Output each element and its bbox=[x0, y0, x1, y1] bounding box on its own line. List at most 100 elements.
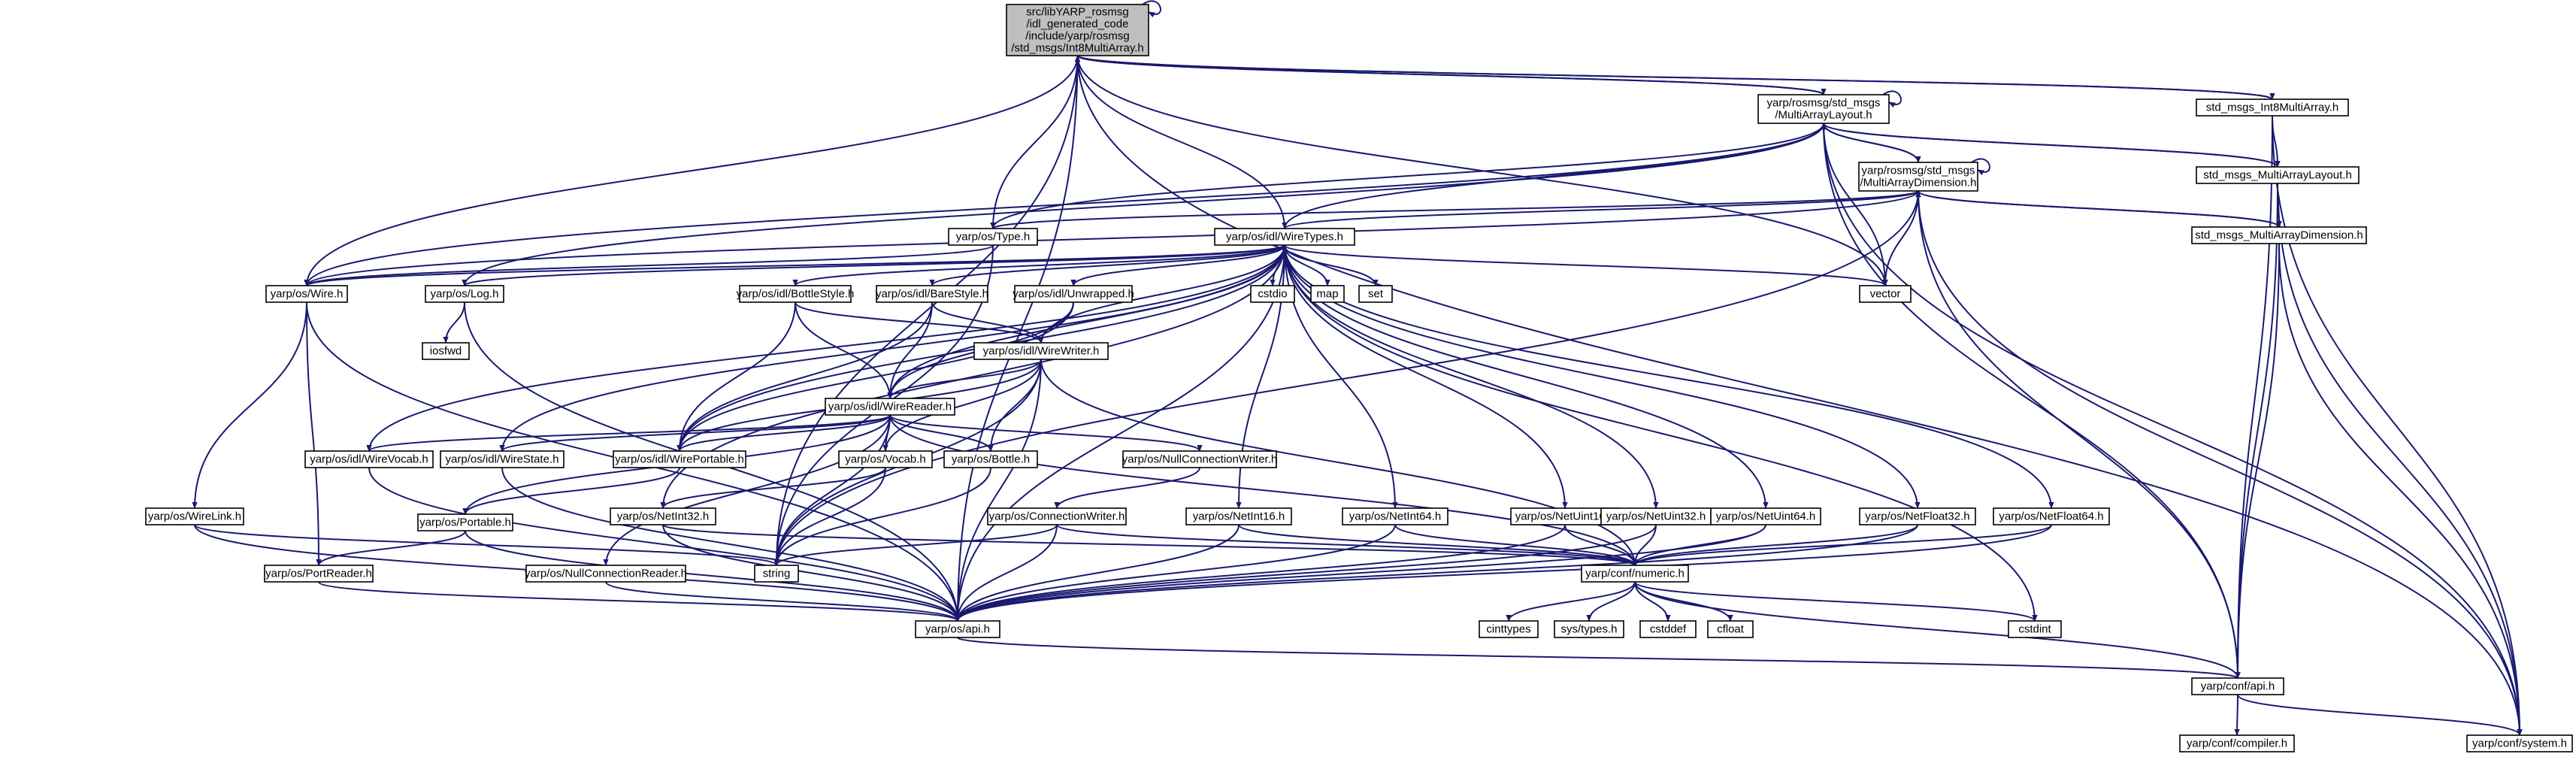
node-netuint32[interactable]: yarp/os/NetUint32.h bbox=[1600, 507, 1712, 525]
node-unwrapped[interactable]: yarp/os/idl/Unwrapped.h bbox=[1013, 285, 1134, 303]
edge-portable-to-osapi bbox=[465, 530, 961, 622]
node-smal[interactable]: std_msgs_MultiArrayLayout.h bbox=[2196, 166, 2360, 184]
node-netint64[interactable]: yarp/os/NetInt64.h bbox=[1342, 507, 1448, 525]
node-label-vocab: yarp/os/Vocab.h bbox=[845, 453, 926, 466]
node-box-nullconnreader bbox=[525, 565, 686, 583]
edge-group bbox=[1918, 190, 2241, 679]
node-netuint16[interactable]: yarp/os/NetUint16.h bbox=[1510, 507, 1620, 525]
node-label-root: /include/yarp/rosmsg bbox=[1025, 30, 1129, 43]
node-box-osapi bbox=[915, 620, 1000, 638]
node-string[interactable]: string bbox=[754, 565, 799, 583]
node-vector[interactable]: vector bbox=[1859, 285, 1912, 303]
node-wirereader[interactable]: yarp/os/idl/WireReader.h bbox=[825, 398, 955, 416]
node-label-systypes: sys/types.h bbox=[1560, 623, 1617, 636]
node-label-wirestate: yarp/os/idl/WireState.h bbox=[446, 453, 559, 466]
node-nullconnreader[interactable]: yarp/os/NullConnectionReader.h bbox=[525, 565, 687, 583]
node-netint16[interactable]: yarp/os/NetInt16.h bbox=[1185, 507, 1292, 525]
node-netfloat32[interactable]: yarp/os/NetFloat32.h bbox=[1859, 507, 1976, 525]
node-box-wiretypes bbox=[1214, 228, 1355, 246]
node-cfloat[interactable]: cfloat bbox=[1707, 620, 1754, 638]
node-netint32[interactable]: yarp/os/NetInt32.h bbox=[610, 507, 716, 525]
node-type[interactable]: yarp/os/Type.h bbox=[948, 228, 1038, 246]
node-label-unwrapped: yarp/os/idl/Unwrapped.h bbox=[1013, 288, 1134, 301]
edge-group bbox=[1284, 244, 2038, 622]
node-label-wiretypes: yarp/os/idl/WireTypes.h bbox=[1226, 231, 1343, 244]
edge-i8ma-to-confapi bbox=[2235, 115, 2273, 679]
edge-wiretypes-to-osapi bbox=[955, 244, 1285, 622]
node-nullconnwriter[interactable]: yarp/os/NullConnectionWriter.h bbox=[1122, 450, 1277, 468]
node-mad[interactable]: yarp/rosmsg/std_msgs/MultiArrayDimension… bbox=[1858, 162, 1978, 192]
edge-group bbox=[887, 301, 933, 399]
node-set[interactable]: set bbox=[1358, 285, 1393, 303]
edge-group bbox=[795, 301, 1044, 344]
edge-group bbox=[887, 359, 1042, 399]
node-iosfwd[interactable]: iosfwd bbox=[422, 342, 470, 360]
node-confapi[interactable]: yarp/conf/api.h bbox=[2191, 677, 2284, 695]
edge-group bbox=[1823, 123, 2523, 736]
edge-netfloat64-to-numeric bbox=[1632, 524, 2052, 566]
edge-group bbox=[792, 244, 1285, 286]
edge-wiretypes-to-netint32 bbox=[660, 244, 1285, 509]
node-label-netfloat64: yarp/os/NetFloat64.h bbox=[1999, 510, 2103, 523]
node-wirelink[interactable]: yarp/os/WireLink.h bbox=[145, 507, 244, 525]
node-label-netint64: yarp/os/NetInt64.h bbox=[1349, 510, 1442, 523]
node-label-smad: std_msgs_MultiArrayDimension.h bbox=[2195, 229, 2363, 242]
node-cstddef[interactable]: cstddef bbox=[1639, 620, 1697, 638]
edge-group bbox=[1282, 123, 1824, 229]
edge-bottlestyle-to-wirewriter bbox=[795, 301, 1044, 344]
edge-group bbox=[316, 530, 466, 566]
edge-group bbox=[773, 55, 1079, 566]
node-wireportable[interactable]: yarp/os/idl/WirePortable.h bbox=[613, 450, 746, 468]
edge-group bbox=[773, 524, 1058, 566]
node-label-cstdio: cstdio bbox=[1258, 288, 1287, 301]
edge-group bbox=[318, 581, 961, 622]
node-mal[interactable]: yarp/rosmsg/std_msgs/MultiArrayLayout.h bbox=[1757, 94, 1890, 124]
node-portreader[interactable]: yarp/os/PortReader.h bbox=[264, 565, 374, 583]
node-barestyle[interactable]: yarp/os/idl/BareStyle.h bbox=[876, 285, 988, 303]
edge-group bbox=[2235, 115, 2273, 679]
edge-log-to-iosfwd bbox=[443, 301, 465, 344]
node-connwriter[interactable]: yarp/os/ConnectionWriter.h bbox=[987, 507, 1127, 525]
node-compiler[interactable]: yarp/conf/compiler.h bbox=[2179, 734, 2295, 752]
node-netuint64[interactable]: yarp/os/NetUint64.h bbox=[1710, 507, 1821, 525]
node-bottle[interactable]: yarp/os/Bottle.h bbox=[943, 450, 1038, 468]
node-bottlestyle[interactable]: yarp/os/idl/BottleStyle.h bbox=[737, 285, 855, 303]
edge-mal-to-confapi bbox=[1823, 123, 2241, 679]
node-numeric[interactable]: yarp/conf/numeric.h bbox=[1581, 565, 1689, 583]
node-wiretypes[interactable]: yarp/os/idl/WireTypes.h bbox=[1214, 228, 1355, 246]
node-portable[interactable]: yarp/os/Portable.h bbox=[417, 513, 513, 531]
node-wirevocab[interactable]: yarp/os/idl/WireVocab.h bbox=[304, 450, 434, 468]
node-wire[interactable]: yarp/os/Wire.h bbox=[265, 285, 348, 303]
node-cstdint[interactable]: cstdint bbox=[2008, 620, 2062, 638]
edge-group bbox=[1634, 581, 1671, 622]
node-label-netfloat32: yarp/os/NetFloat32.h bbox=[1865, 510, 1969, 523]
node-vocab[interactable]: yarp/os/Vocab.h bbox=[838, 450, 933, 468]
node-netfloat64[interactable]: yarp/os/NetFloat64.h bbox=[1993, 507, 2110, 525]
edge-mal-to-system bbox=[1823, 123, 2523, 736]
node-log[interactable]: yarp/os/Log.h bbox=[425, 285, 504, 303]
node-box-i8ma bbox=[2196, 98, 2349, 117]
node-smad[interactable]: std_msgs_MultiArrayDimension.h bbox=[2191, 226, 2367, 244]
node-cinttypes[interactable]: cinttypes bbox=[1479, 620, 1539, 638]
node-systypes[interactable]: sys/types.h bbox=[1554, 620, 1624, 638]
edge-mad-to-vector bbox=[1882, 190, 1919, 286]
node-wirestate[interactable]: yarp/os/idl/WireState.h bbox=[440, 450, 565, 468]
edge-type-to-wire bbox=[304, 244, 994, 286]
edge-bottle-to-string bbox=[773, 467, 991, 566]
edge-group bbox=[1284, 244, 1888, 286]
node-map[interactable]: map bbox=[1310, 285, 1345, 303]
edge-group bbox=[988, 359, 1042, 452]
edge-smal-to-confapi bbox=[2235, 183, 2278, 679]
node-label-root: /std_msgs/Int8MultiArray.h bbox=[1011, 42, 1143, 55]
node-box-system bbox=[2466, 734, 2573, 752]
edge-smal-to-system bbox=[2277, 183, 2523, 736]
node-system[interactable]: yarp/conf/system.h bbox=[2466, 734, 2573, 752]
edge-group bbox=[1882, 90, 1902, 108]
node-wirewriter[interactable]: yarp/os/idl/WireWriter.h bbox=[973, 342, 1109, 360]
node-box-log bbox=[425, 285, 504, 303]
node-osapi[interactable]: yarp/os/api.h bbox=[915, 620, 1000, 638]
node-label-barestyle: yarp/os/idl/BareStyle.h bbox=[876, 288, 988, 301]
edge-group bbox=[2237, 694, 2523, 736]
node-i8ma[interactable]: std_msgs_Int8MultiArray.h bbox=[2196, 98, 2349, 117]
node-cstdio[interactable]: cstdio bbox=[1250, 285, 1295, 303]
